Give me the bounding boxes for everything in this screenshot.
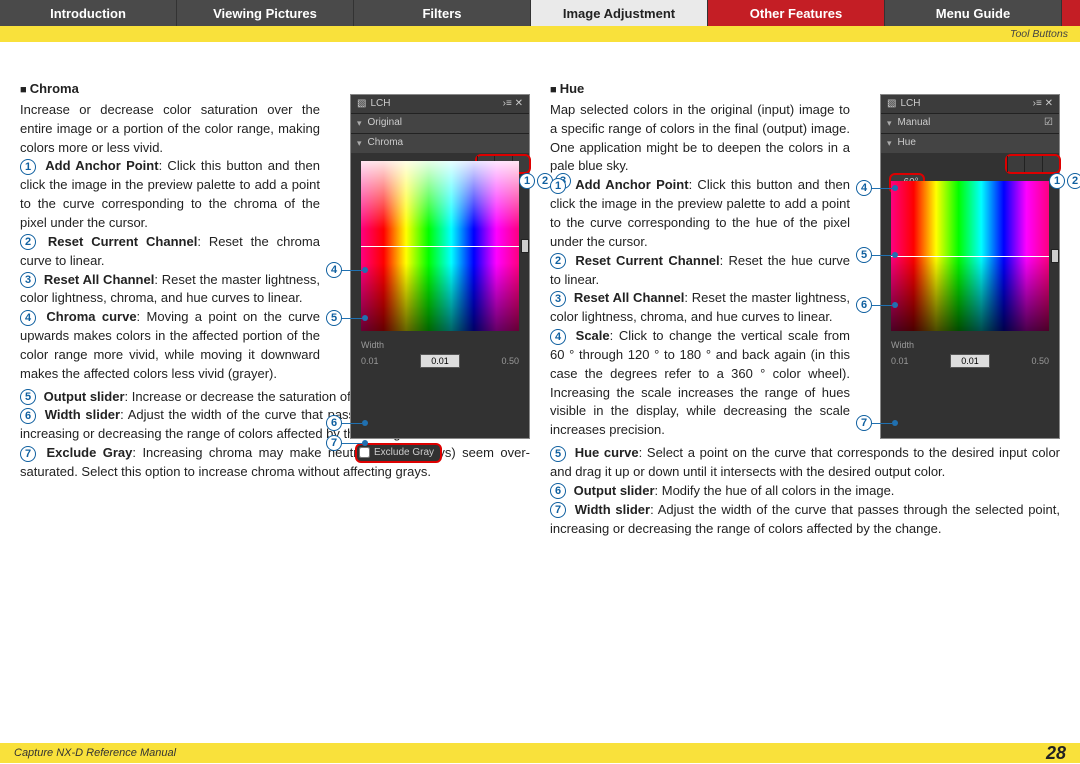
tab-menu-guide[interactable]: Menu Guide xyxy=(885,0,1062,26)
hue-item6-term: Output slider xyxy=(574,483,655,498)
exclude-gray-label: Exclude Gray xyxy=(374,446,434,461)
hue-tool-buttons[interactable] xyxy=(1005,154,1061,174)
tab-introduction[interactable]: Introduction xyxy=(0,0,177,26)
hcallout-7: 7 xyxy=(856,415,898,431)
num-7: 7 xyxy=(20,446,36,462)
hnum-5: 5 xyxy=(550,446,566,462)
hcallout-6: 6 xyxy=(856,297,898,313)
hue-w-hi: 0.50 xyxy=(1031,355,1049,368)
width-input[interactable] xyxy=(420,354,460,368)
w-lo: 0.01 xyxy=(361,355,379,368)
chroma-item7-term: Exclude Gray xyxy=(46,445,132,460)
callout-6: 6 xyxy=(326,415,368,431)
chroma-panel: ▧ LCH›≡ ✕ ▾Original ▾Chroma Width 0.01 0… xyxy=(350,94,530,439)
num-1: 1 xyxy=(20,159,36,175)
hue-item7-term: Width slider xyxy=(575,502,650,517)
hue-output-handle[interactable] xyxy=(1051,249,1059,263)
hue-intro: Map selected colors in the original (inp… xyxy=(550,101,850,176)
callout-4: 4 xyxy=(326,262,368,278)
tab-viewing-pictures[interactable]: Viewing Pictures xyxy=(177,0,354,26)
w-hi: 0.50 xyxy=(501,355,519,368)
callout-7: 7 xyxy=(326,435,368,451)
hue-channel[interactable]: ▾Hue xyxy=(881,133,1059,153)
hue-item6-body: : Modify the hue of all colors in the im… xyxy=(655,483,895,498)
output-slider-handle[interactable] xyxy=(521,239,529,253)
chroma-channel[interactable]: ▾Chroma xyxy=(351,133,529,153)
chroma-item2-term: Reset Current Channel xyxy=(48,234,197,249)
hue-curve[interactable] xyxy=(891,181,1049,331)
hnum-6: 6 xyxy=(550,483,566,499)
hnum-4: 4 xyxy=(550,329,566,345)
tab-bar: Introduction Viewing Pictures Filters Im… xyxy=(0,0,1080,26)
hcallout-4: 4 xyxy=(856,180,898,196)
num-2: 2 xyxy=(20,234,36,250)
hue-panel: ▧ LCH›≡ ✕ ▾Manual☑ ▾Hue ▾60° Width 0.01 … xyxy=(880,94,1060,439)
hue-width-label: Width xyxy=(891,339,1049,352)
hue-item5-term: Hue curve xyxy=(575,445,639,460)
hue-item2-term: Reset Current Channel xyxy=(575,253,719,268)
tab-filters[interactable]: Filters xyxy=(354,0,531,26)
page-footer: Capture NX-D Reference Manual 28 xyxy=(0,743,1080,763)
num-5: 5 xyxy=(20,389,36,405)
chroma-curve[interactable] xyxy=(361,161,519,331)
hcallout-5: 5 xyxy=(856,247,898,263)
callout-5: 5 xyxy=(326,310,368,326)
num-3: 3 xyxy=(20,272,36,288)
num-6: 6 xyxy=(20,408,36,424)
hnum-7: 7 xyxy=(550,502,566,518)
hnum-2: 2 xyxy=(550,253,566,269)
hnum-1: 1 xyxy=(550,178,566,194)
exclude-gray-box[interactable]: Exclude Gray xyxy=(355,443,442,464)
page-number: 28 xyxy=(1046,743,1066,764)
footer-manual-name: Capture NX-D Reference Manual xyxy=(14,747,176,759)
chroma-column: Chroma Increase or decrease color satura… xyxy=(20,62,530,538)
hue-item4-term: Scale xyxy=(576,328,610,343)
chroma-item6-term: Width slider xyxy=(45,407,120,422)
hue-w-lo: 0.01 xyxy=(891,355,909,368)
hue-column: Hue Map selected colors in the original … xyxy=(550,62,1060,538)
hue-callout-123: 123 xyxy=(1049,173,1080,189)
chroma-item3-term: Reset All Channel xyxy=(44,272,155,287)
tab-image-adjustment[interactable]: Image Adjustment xyxy=(531,0,708,26)
chroma-item5-term: Output slider xyxy=(44,389,125,404)
hue-item1-term: Add Anchor Point xyxy=(575,177,688,192)
width-label: Width xyxy=(361,339,519,352)
home-button[interactable] xyxy=(1062,0,1080,26)
num-4: 4 xyxy=(20,310,36,326)
chroma-item1-term: Add Anchor Point xyxy=(45,158,158,173)
hnum-3: 3 xyxy=(550,291,566,307)
hue-item4-body: : Click to change the vertical scale fro… xyxy=(550,328,850,437)
chroma-item4-term: Chroma curve xyxy=(46,309,136,324)
hue-item3-term: Reset All Channel xyxy=(574,290,685,305)
section-header: Tool Buttons xyxy=(0,26,1080,42)
hue-mode[interactable]: ▾Manual☑ xyxy=(881,113,1059,133)
chroma-mode[interactable]: ▾Original xyxy=(351,113,529,133)
panel-title: ▧ LCH›≡ ✕ xyxy=(351,95,529,113)
hue-width-input[interactable] xyxy=(950,354,990,368)
hue-panel-title: ▧ LCH›≡ ✕ xyxy=(881,95,1059,113)
chroma-intro: Increase or decrease color saturation ov… xyxy=(20,101,320,158)
tab-other-features[interactable]: Other Features xyxy=(708,0,885,26)
